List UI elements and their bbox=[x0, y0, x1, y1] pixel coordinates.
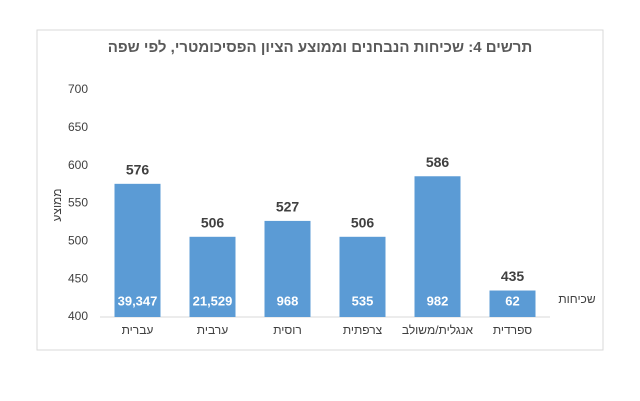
x-tick-label: רוסית bbox=[273, 323, 302, 337]
y-tick-label: 550 bbox=[68, 196, 88, 210]
chart-title: תרשים 4: שכיחות הנבחנים וממוצע הציון הפס… bbox=[108, 39, 532, 56]
y-tick-label: 450 bbox=[68, 271, 88, 285]
count-value: 968 bbox=[277, 293, 299, 308]
bar bbox=[489, 290, 536, 317]
data-label: 527 bbox=[276, 199, 300, 215]
bar bbox=[114, 183, 161, 317]
x-tick-label: עברית bbox=[122, 323, 154, 337]
y-tick-label: 700 bbox=[68, 82, 88, 96]
count-value: 39,347 bbox=[118, 293, 158, 308]
y-tick-label: 500 bbox=[68, 234, 88, 248]
data-label: 576 bbox=[126, 162, 150, 178]
count-label: שכיחות bbox=[558, 292, 595, 306]
bar bbox=[264, 220, 311, 317]
data-label: 435 bbox=[501, 268, 525, 284]
count-value: 982 bbox=[427, 293, 449, 308]
x-tick-label: צרפתית bbox=[343, 323, 383, 337]
y-tick-label: 400 bbox=[68, 309, 88, 323]
y-tick-label: 600 bbox=[68, 158, 88, 172]
bar bbox=[339, 236, 386, 317]
x-tick-label: ספרדית bbox=[493, 323, 532, 337]
count-value: 62 bbox=[505, 293, 519, 308]
data-label: 586 bbox=[426, 154, 450, 170]
y-tick-label: 650 bbox=[68, 120, 88, 134]
bar bbox=[414, 176, 461, 317]
bar bbox=[189, 236, 236, 317]
x-tick-label: אנגלית/משולב bbox=[402, 323, 474, 337]
count-value: 535 bbox=[352, 293, 374, 308]
data-label: 506 bbox=[351, 214, 375, 230]
count-value: 21,529 bbox=[193, 293, 233, 308]
data-label: 506 bbox=[201, 214, 225, 230]
x-tick-label: ערבית bbox=[197, 323, 228, 337]
y-axis-label: ממוצע bbox=[50, 188, 64, 221]
